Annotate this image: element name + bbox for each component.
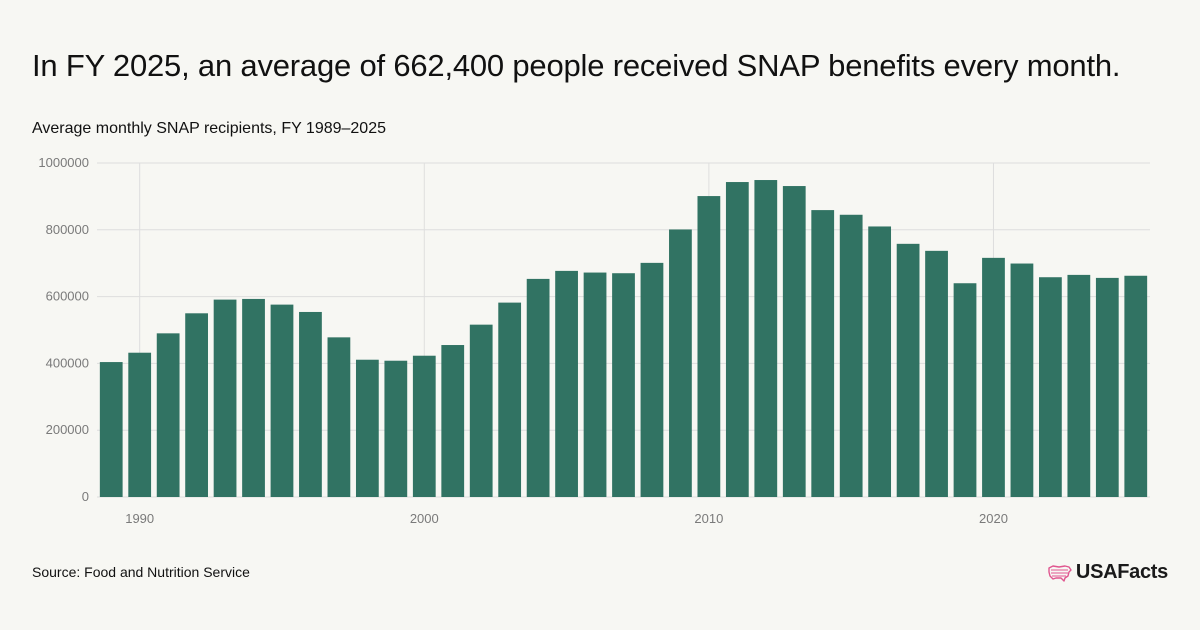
bar-2019 bbox=[953, 283, 977, 497]
bar-2020 bbox=[982, 257, 1005, 497]
bar-1999 bbox=[384, 360, 408, 497]
bar-1989 bbox=[99, 362, 123, 497]
bar-1998 bbox=[355, 359, 379, 497]
bar-2015 bbox=[839, 214, 863, 497]
bar-1997 bbox=[327, 337, 351, 497]
logo-text: USAFacts bbox=[1075, 561, 1168, 583]
bar-1995 bbox=[270, 304, 294, 497]
y-tick-label: 600000 bbox=[46, 289, 89, 304]
bar-2024 bbox=[1095, 277, 1119, 497]
x-axis-labels: 1990 2000 2010 2020 bbox=[125, 511, 1008, 526]
usafacts-logo[interactable]: USAFacts bbox=[1048, 561, 1168, 584]
y-tick-label: 800000 bbox=[46, 222, 89, 237]
bar-2021 bbox=[1010, 263, 1034, 497]
bar-2016 bbox=[868, 226, 892, 497]
x-tick-label: 2020 bbox=[979, 511, 1008, 526]
bar-1992 bbox=[185, 313, 208, 497]
bar-2002 bbox=[469, 324, 493, 497]
x-tick-label: 1990 bbox=[125, 511, 154, 526]
bar-1990 bbox=[128, 352, 152, 497]
bar-2010 bbox=[697, 196, 721, 498]
bars bbox=[99, 180, 1148, 498]
bar-1996 bbox=[299, 311, 322, 497]
x-tick-label: 2010 bbox=[694, 511, 723, 526]
chart-subtitle: Average monthly SNAP recipients, FY 1989… bbox=[32, 120, 386, 137]
bar-2017 bbox=[896, 243, 920, 497]
bar-2023 bbox=[1067, 274, 1091, 497]
bar-2009 bbox=[669, 229, 692, 497]
bar-2008 bbox=[640, 262, 664, 497]
bar-2005 bbox=[555, 270, 578, 497]
bar-2025 bbox=[1124, 275, 1148, 497]
source-note: Source: Food and Nutrition Service bbox=[32, 564, 250, 580]
bar-2007 bbox=[612, 273, 635, 497]
bar-2003 bbox=[498, 302, 522, 497]
bar-2022 bbox=[1039, 277, 1062, 497]
headline: In FY 2025, an average of 662,400 people… bbox=[32, 48, 1121, 83]
bar-2000 bbox=[412, 355, 436, 497]
bar-2013 bbox=[782, 186, 806, 497]
bar-1991 bbox=[156, 333, 180, 497]
bar-2004 bbox=[526, 278, 550, 497]
bar-2001 bbox=[441, 345, 465, 497]
x-tick-label: 2000 bbox=[410, 511, 439, 526]
bar-1993 bbox=[213, 299, 237, 497]
y-tick-label: 400000 bbox=[46, 355, 89, 370]
bar-2006 bbox=[583, 272, 607, 497]
bar-2018 bbox=[925, 250, 948, 497]
y-tick-label: 200000 bbox=[46, 422, 89, 437]
y-tick-label: 1000000 bbox=[38, 155, 89, 170]
bar-2012 bbox=[754, 180, 778, 497]
us-map-icon bbox=[1048, 564, 1072, 582]
bar-2011 bbox=[725, 182, 749, 497]
y-axis-labels: 0 200000 400000 600000 800000 1000000 bbox=[38, 155, 89, 504]
y-tick-label: 0 bbox=[82, 489, 89, 504]
bar-1994 bbox=[242, 298, 265, 497]
bar-2014 bbox=[811, 210, 835, 497]
bar-chart: 0 200000 400000 600000 800000 1000000 1990 200… bbox=[38, 155, 1150, 526]
